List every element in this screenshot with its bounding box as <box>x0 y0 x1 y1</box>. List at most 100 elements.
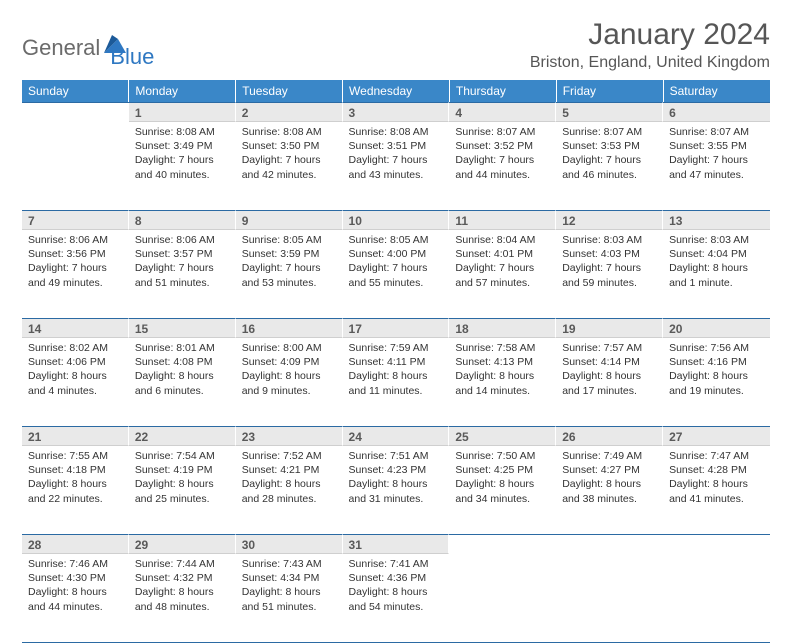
daylight-line: Daylight: 7 hours and 55 minutes. <box>349 261 444 289</box>
daylight-line: Daylight: 8 hours and 51 minutes. <box>242 585 337 613</box>
day-cell: Sunrise: 8:03 AMSunset: 4:03 PMDaylight:… <box>556 230 663 296</box>
sunrise-line: Sunrise: 7:46 AM <box>28 557 123 571</box>
sunset-line: Sunset: 3:57 PM <box>135 247 230 261</box>
day-number: 5 <box>556 102 663 122</box>
sunset-line: Sunset: 4:25 PM <box>455 463 550 477</box>
day-cell: Sunrise: 8:04 AMSunset: 4:01 PMDaylight:… <box>449 230 556 296</box>
week-row: Sunrise: 7:55 AMSunset: 4:18 PM Daylight:… <box>22 446 770 534</box>
sunset-line: Sunset: 4:19 PM <box>135 463 230 477</box>
sunset-line: Sunset: 4:16 PM <box>669 355 764 369</box>
day-number: 13 <box>663 210 770 230</box>
daylight-line: Daylight: 7 hours and 59 minutes. <box>562 261 657 289</box>
day-cell: Sunrise: 8:07 AMSunset: 3:53 PMDaylight:… <box>556 122 663 188</box>
daylight-line: Daylight: 7 hours and 57 minutes. <box>455 261 550 289</box>
daynum-row: 78910111213 <box>22 210 770 230</box>
day-cell <box>663 554 770 563</box>
sunset-line: Sunset: 4:32 PM <box>135 571 230 585</box>
week-row: Sunrise: 8:02 AMSunset: 4:06 PMDaylight:… <box>22 338 770 426</box>
daynum-row: 123456 <box>22 102 770 122</box>
sunset-line: Sunset: 4:08 PM <box>135 355 230 369</box>
day-number: 22 <box>129 426 236 446</box>
sunset-line: Sunset: 4:21 PM <box>242 463 337 477</box>
daynum-row: 14151617181920 <box>22 318 770 338</box>
day-number: 18 <box>449 318 556 338</box>
sunrise-line: Sunrise: 8:04 AM <box>455 233 550 247</box>
sunset-line: Sunset: 3:59 PM <box>242 247 337 261</box>
day-number <box>449 534 556 554</box>
day-number: 19 <box>556 318 663 338</box>
day-cell <box>556 554 663 563</box>
day-cell <box>22 122 129 131</box>
week-row: Sunrise: 7:46 AMSunset: 4:30 PMDaylight:… <box>22 554 770 642</box>
sunset-line: Sunset: 3:56 PM <box>28 247 123 261</box>
sunset-line: Sunset: 4:14 PM <box>562 355 657 369</box>
weekday-header: Friday <box>556 80 663 102</box>
day-number: 4 <box>449 102 556 122</box>
day-number <box>663 534 770 554</box>
daylight-line: Daylight: 8 hours and 38 minutes. <box>562 477 657 505</box>
sunset-line: Sunset: 4:18 PM <box>28 463 123 477</box>
daylight-line: Daylight: 8 hours and 34 minutes. <box>455 477 550 505</box>
day-cell: Sunrise: 7:58 AMSunset: 4:13 PMDaylight:… <box>449 338 556 404</box>
day-number: 31 <box>343 534 450 554</box>
weekday-header: Tuesday <box>236 80 343 102</box>
daylight-line: Daylight: 8 hours and 28 minutes. <box>242 477 337 505</box>
daylight-line: Daylight: 8 hours and 9 minutes. <box>242 369 337 397</box>
sunset-line: Sunset: 4:00 PM <box>349 247 444 261</box>
sunset-line: Sunset: 3:53 PM <box>562 139 657 153</box>
sunrise-line: Sunrise: 7:55 AM <box>28 449 123 463</box>
sunrise-line: Sunrise: 8:06 AM <box>28 233 123 247</box>
sunset-line: Sunset: 3:49 PM <box>135 139 230 153</box>
sunrise-line: Sunrise: 8:08 AM <box>242 125 337 139</box>
sunrise-line: Sunrise: 8:00 AM <box>242 341 337 355</box>
daylight-line: Daylight: 7 hours and 42 minutes. <box>242 153 337 181</box>
day-number: 7 <box>22 210 129 230</box>
sunrise-line: Sunrise: 7:49 AM <box>562 449 657 463</box>
day-number: 9 <box>236 210 343 230</box>
sunset-line: Sunset: 4:09 PM <box>242 355 337 369</box>
sunrise-line: Sunrise: 8:05 AM <box>242 233 337 247</box>
day-number: 15 <box>129 318 236 338</box>
daylight-line: Daylight: 7 hours and 53 minutes. <box>242 261 337 289</box>
sunrise-line: Sunrise: 7:43 AM <box>242 557 337 571</box>
day-number <box>22 102 129 122</box>
day-number: 24 <box>343 426 450 446</box>
logo-text-blue: Blue <box>110 44 154 70</box>
daylight-line: Daylight: 8 hours and 4 minutes. <box>28 369 123 397</box>
day-number: 30 <box>236 534 343 554</box>
sunrise-line: Sunrise: 8:08 AM <box>349 125 444 139</box>
week-row: Sunrise: 8:08 AM Sunset: 3:49 PM Daylight:… <box>22 122 770 210</box>
day-number: 12 <box>556 210 663 230</box>
sunset-line: Sunset: 4:23 PM <box>349 463 444 477</box>
sunrise-line: Sunrise: 8:01 AM <box>135 341 230 355</box>
day-cell: Sunrise: 7:50 AMSunset: 4:25 PMDaylight:… <box>449 446 556 512</box>
daylight-line: Daylight: 8 hours and 6 minutes. <box>135 369 230 397</box>
day-cell: Sunrise: 8:01 AMSunset: 4:08 PMDaylight:… <box>129 338 236 404</box>
day-number: 23 <box>236 426 343 446</box>
weekday-header-row: Sunday Monday Tuesday Wednesday Thursday… <box>22 80 770 102</box>
calendar-table: Sunday Monday Tuesday Wednesday Thursday… <box>22 80 770 643</box>
day-number: 29 <box>129 534 236 554</box>
day-cell: Sunrise: 8:07 AMSunset: 3:52 PMDaylight:… <box>449 122 556 188</box>
day-number: 16 <box>236 318 343 338</box>
daylight-line: Daylight: 7 hours and 44 minutes. <box>455 153 550 181</box>
sunrise-line: Sunrise: 7:58 AM <box>455 341 550 355</box>
day-cell: Sunrise: 8:03 AMSunset: 4:04 PMDaylight:… <box>663 230 770 296</box>
daylight-line: Daylight: 8 hours and 1 minute. <box>669 261 764 289</box>
day-cell: Sunrise: 8:08 AMSunset: 3:49 PMDaylight:… <box>129 122 236 188</box>
daylight-line: Daylight: 8 hours and 48 minutes. <box>135 585 230 613</box>
sunrise-line: Sunrise: 8:02 AM <box>28 341 123 355</box>
daylight-line: Daylight: 7 hours and 46 minutes. <box>562 153 657 181</box>
day-number: 2 <box>236 102 343 122</box>
day-cell: Sunrise: 8:05 AMSunset: 4:00 PMDaylight:… <box>343 230 450 296</box>
sunrise-line: Sunrise: 7:51 AM <box>349 449 444 463</box>
sunrise-line: Sunrise: 8:07 AM <box>455 125 550 139</box>
sunset-line: Sunset: 4:34 PM <box>242 571 337 585</box>
daylight-line: Daylight: 8 hours and 25 minutes. <box>135 477 230 505</box>
day-cell: Sunrise: 7:47 AMSunset: 4:28 PMDaylight:… <box>663 446 770 512</box>
daylight-line: Daylight: 8 hours and 19 minutes. <box>669 369 764 397</box>
header: General Blue January 2024 Briston, Engla… <box>22 18 770 72</box>
day-cell: Sunrise: 7:41 AMSunset: 4:36 PMDaylight:… <box>343 554 450 620</box>
daylight-line: Daylight: 8 hours and 44 minutes. <box>28 585 123 613</box>
sunset-line: Sunset: 4:11 PM <box>349 355 444 369</box>
